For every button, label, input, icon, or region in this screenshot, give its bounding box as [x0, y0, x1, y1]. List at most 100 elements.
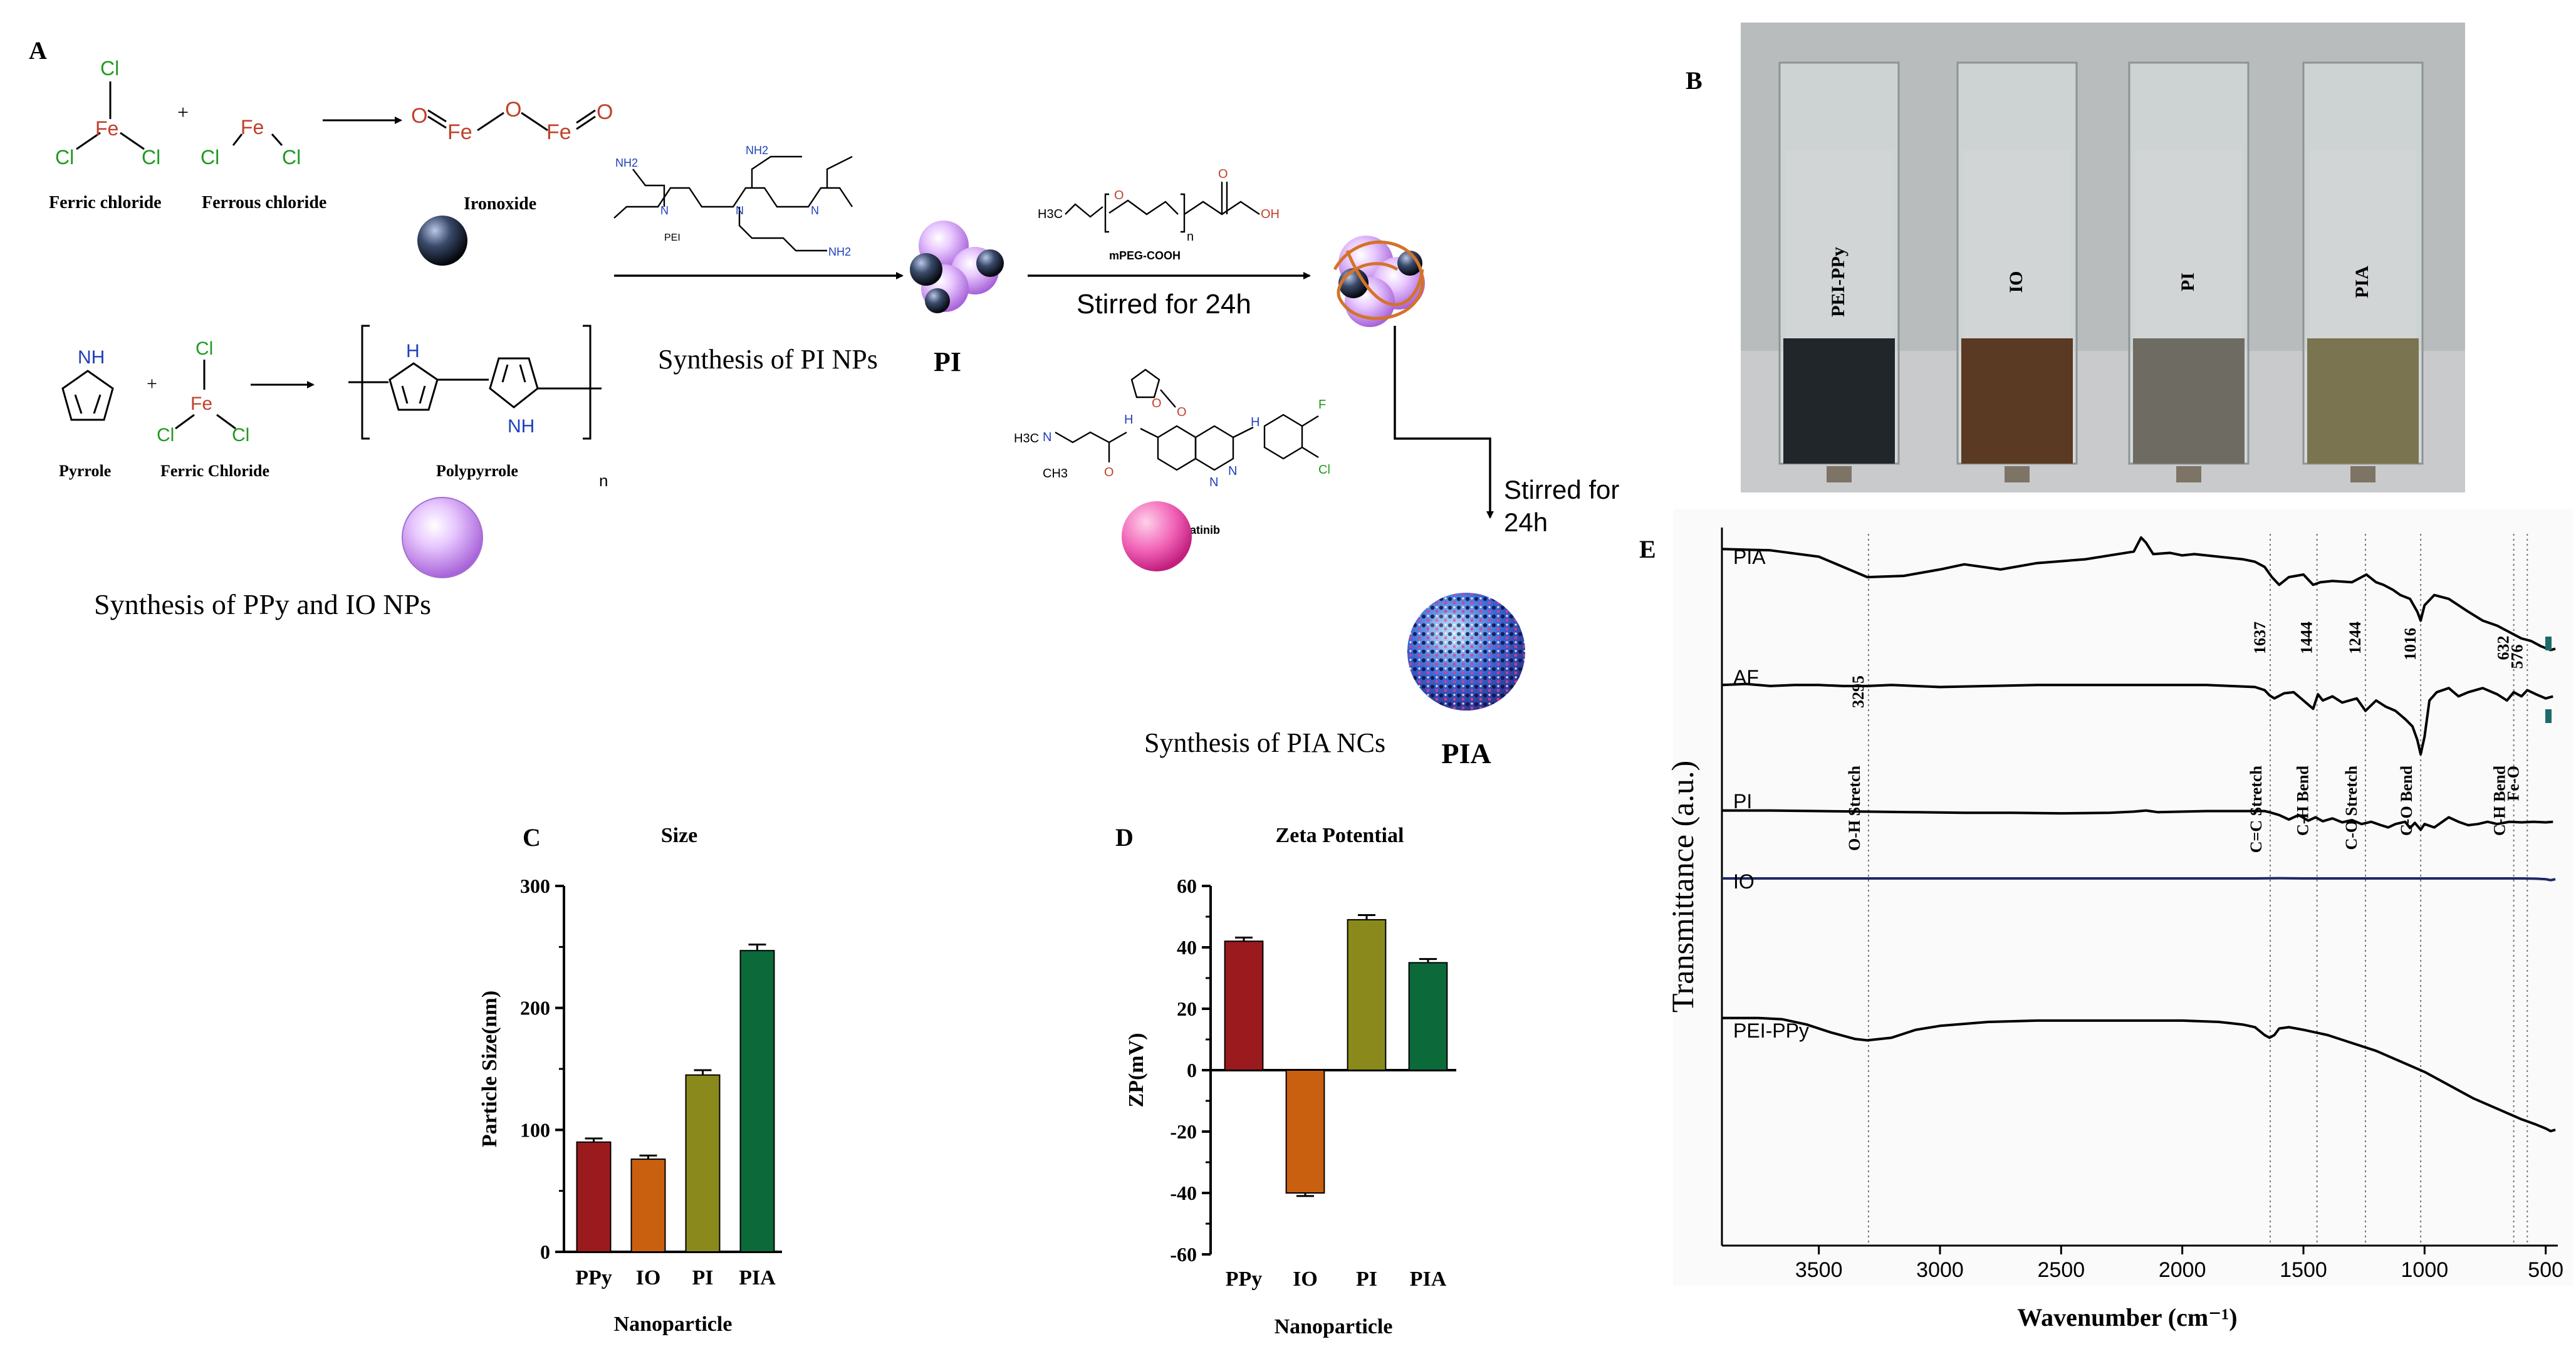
peak-value-label: 1244: [2346, 622, 2364, 654]
cuvette-label: PI: [2177, 273, 2198, 291]
synthesis-pia-caption: Synthesis of PIA NCs: [1144, 727, 1385, 758]
cuvette-stand: [2005, 466, 2030, 482]
atom-o: O: [1152, 397, 1162, 410]
y-tick-label: 0: [1187, 1059, 1197, 1081]
cuvette-stand: [2350, 466, 2375, 482]
x-category-label: PPy: [575, 1266, 612, 1289]
trace-end-marker: [2545, 709, 2552, 723]
stirred-24h-caption-1: Stirred for 24h: [1077, 289, 1251, 320]
ferrous-chloride-label: Ferrous chloride: [202, 193, 326, 212]
cuvette-liquid: [1783, 338, 1895, 464]
x-category-label: PIA: [1410, 1268, 1447, 1291]
atom-o: O: [1104, 466, 1114, 479]
ferric-chloride-label: Ferric chloride: [49, 193, 162, 212]
cuvette-empty-region: [1786, 150, 1892, 338]
panel-e-ftir-chart: E 3500 3000 2500 2000 1500 1000 500 Wavenumber (…: [1639, 509, 2573, 1331]
pei-structure: NH2 NH2 NH2 N N N PEI: [613, 144, 853, 258]
ferrous-chloride-structure: Fe Cl Cl: [201, 116, 301, 169]
x-tick-label: 500: [2528, 1258, 2563, 1282]
atom-nh2: NH2: [828, 246, 851, 258]
atom-n: N: [1228, 464, 1237, 478]
atom-oh: OH: [1261, 207, 1280, 221]
stirred-24h-caption-2b: 24h: [1504, 508, 1548, 537]
atom-nh2: NH2: [746, 144, 768, 157]
atom-ch3: CH3: [1043, 467, 1068, 481]
ironoxide-label: Ironoxide: [464, 194, 536, 214]
spectrum-line: [1722, 809, 2553, 831]
y-tick-label: 200: [520, 997, 550, 1019]
y-tick-label: -20: [1170, 1120, 1197, 1143]
polymer-n-subscript: n: [599, 471, 608, 490]
atom-cl: Cl: [142, 146, 160, 169]
atom-cl: Cl: [196, 338, 213, 359]
cuvettes: PEI-PPy IO PI PIA: [1778, 61, 2424, 482]
afatinib-drug-sphere: [1122, 501, 1192, 571]
stirred-24h-caption-2a: Stirred for: [1504, 475, 1619, 504]
panel-letter: D: [1115, 823, 1134, 851]
bar: [1347, 919, 1387, 1071]
atom-h3c: H3C: [1014, 432, 1039, 445]
x-category-label: IO: [1293, 1268, 1318, 1291]
plus-sign: +: [147, 373, 157, 394]
peak-value-label: 3295: [1849, 675, 1867, 708]
y-axis-title: Transmittance (a.u.): [1665, 761, 1700, 1013]
atom-cl: Cl: [55, 146, 74, 169]
peak-value-label: 1637: [2251, 622, 2269, 654]
pegylated-pi-cluster: [1333, 236, 1425, 327]
atom-h3c: H3C: [1038, 207, 1063, 221]
atom-nh2: NH2: [615, 157, 638, 169]
bar: [1285, 1070, 1325, 1194]
atom-cl: Cl: [201, 146, 219, 169]
atom-nh: NH: [78, 347, 105, 368]
polypyrrole-label: Polypyrrole: [436, 462, 518, 480]
bar: [576, 1141, 612, 1253]
trace-end-marker: [2545, 637, 2552, 650]
mpeg-cooh-label: mPEG-COOH: [1109, 249, 1181, 262]
pyrrole-structure: NH: [61, 347, 114, 421]
pi-label: PI: [934, 346, 961, 377]
ferric-chloride-structure: Cl Fe Cl Cl: [55, 57, 160, 169]
cuvette-stand: [1827, 466, 1852, 482]
spectrum-line: [1721, 536, 2556, 652]
y-tick-label: 0: [540, 1241, 550, 1263]
reaction-arrow-afatinib: [1394, 326, 1494, 519]
atom-o: O: [1218, 167, 1228, 181]
panel-d-zeta-chart: D Zeta Potential -60 -40 -20 0 20 40 60 PPy IO PI PI…: [1115, 823, 1456, 1338]
series-label: PEI-PPy: [1733, 1019, 1809, 1042]
x-category-label: PPy: [1226, 1268, 1263, 1291]
atom-nh: NH: [508, 416, 534, 437]
peak-value-label: 1444: [2298, 622, 2316, 654]
ferric-chloride-2-structure: Cl Fe Cl Cl: [157, 338, 249, 445]
cuvette-label: PEI-PPy: [1828, 247, 1849, 317]
atom-n: N: [736, 204, 744, 217]
ferric-chloride-2-label: Ferric Chloride: [160, 462, 269, 480]
polymer-n-subscript: n: [1187, 230, 1194, 244]
peak-value-label: 632: [2495, 636, 2513, 660]
atom-n: N: [1043, 430, 1051, 444]
mpeg-cooh-structure: H3C n O O OH mPEG-COOH: [1038, 167, 1280, 262]
atom-o: O: [597, 100, 613, 124]
bar: [1224, 940, 1264, 1071]
x-tick-label: 1000: [2401, 1258, 2449, 1282]
spectrum-line: [1722, 1016, 2556, 1133]
cuvette-liquid: [2307, 338, 2419, 464]
panel-a-synthesis-scheme: A Cl Fe Cl Cl Ferric chloride + Fe Cl Cl…: [29, 36, 1619, 769]
peak-assignment-label: C-H Bend: [2491, 765, 2509, 836]
x-category-label: PIA: [739, 1266, 776, 1289]
chart-title: Size: [661, 824, 698, 847]
bar: [630, 1159, 666, 1253]
panel-c-size-chart: C Size 0 100 200 300 PPy IO PI PIA Nanoparticle Par…: [478, 823, 782, 1336]
pi-nanoparticle-cluster: [910, 221, 1004, 313]
bar: [1408, 962, 1448, 1071]
x-tick-label: 2000: [2159, 1258, 2206, 1282]
x-tick-label: 3000: [1916, 1258, 1964, 1282]
atom-o: O: [1114, 189, 1124, 202]
panel-letter-e: E: [1639, 535, 1656, 563]
atom-o: O: [1177, 405, 1187, 419]
iron-oxide-nanoparticle: [417, 216, 467, 266]
y-tick-label: 300: [520, 875, 550, 897]
series-label: PI: [1733, 790, 1752, 813]
pyrrole-label: Pyrrole: [59, 462, 111, 480]
cuvette-empty-region: [1964, 150, 2070, 338]
